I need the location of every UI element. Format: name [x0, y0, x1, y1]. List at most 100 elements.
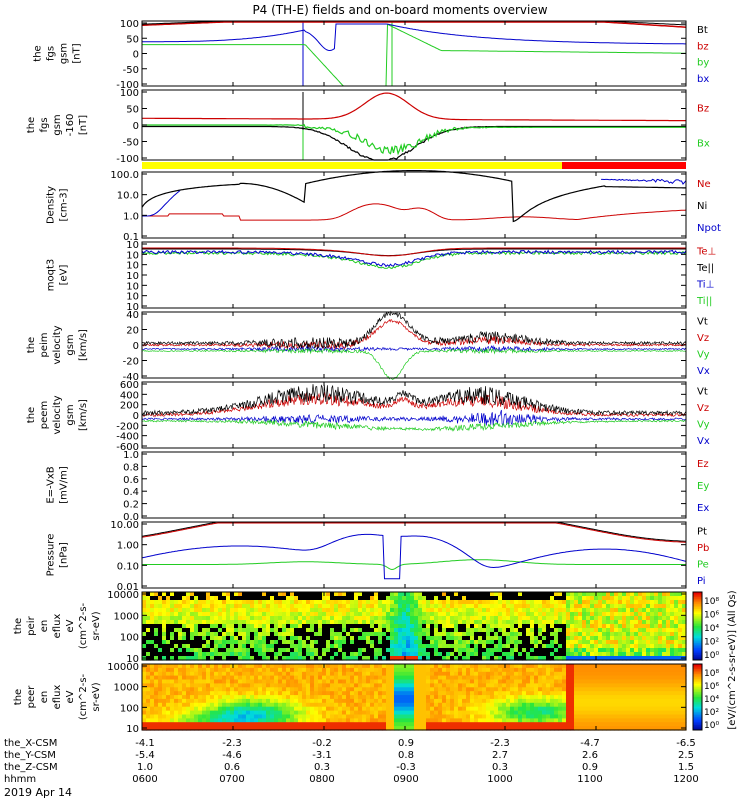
heat-cell: [246, 612, 251, 617]
heat-cell: [230, 726, 235, 731]
heat-cell: [202, 718, 207, 723]
heat-cell: [574, 671, 579, 677]
legend-Ti⊥: Ti⊥: [696, 279, 714, 290]
heat-cell: [674, 667, 679, 673]
heat-cell: [142, 706, 147, 712]
heat-cell: [198, 656, 203, 661]
heat-cell: [454, 664, 459, 669]
heat-cell: [362, 722, 367, 727]
heat-cell: [382, 691, 387, 696]
heat-cell: [462, 624, 467, 629]
heat-cell: [674, 726, 679, 731]
legend-Ti||: Ti||: [696, 296, 712, 307]
heat-cell: [194, 636, 199, 641]
heat-cell: [498, 683, 503, 688]
heat-cell: [614, 695, 619, 700]
heat-cell: [458, 687, 463, 692]
heat-cell: [526, 722, 531, 727]
heat-cell: [178, 714, 183, 719]
colorbar-cell: [693, 609, 702, 612]
heat-cell: [394, 710, 399, 716]
heat-cell: [578, 706, 583, 712]
heat-cell: [286, 632, 291, 637]
heat-cell: [278, 656, 283, 661]
heat-cell: [442, 695, 447, 700]
heat-cell: [566, 726, 571, 731]
heat-cell: [634, 718, 639, 723]
heat-cell: [594, 714, 599, 719]
heat-cell: [498, 695, 503, 700]
heat-cell: [302, 592, 307, 597]
heat-cell: [186, 648, 191, 653]
xtick-time: 1100: [577, 774, 602, 785]
heat-cell: [402, 664, 407, 669]
heat-cell: [654, 722, 659, 727]
heat-cell: [278, 722, 283, 727]
heat-cell: [170, 698, 175, 704]
heat-cell: [662, 683, 667, 688]
heat-cell: [454, 687, 459, 692]
heat-cell: [650, 698, 655, 704]
heat-cell: [202, 695, 207, 700]
heat-cell: [390, 706, 395, 712]
heat-cell: [378, 718, 383, 723]
heat-cell: [566, 675, 571, 681]
heat-cell: [202, 710, 207, 716]
heat-cell: [178, 702, 183, 708]
series-Ti⊥: [141, 249, 687, 268]
ylabel-line: Pressure: [46, 534, 57, 577]
heat-cell: [370, 706, 375, 712]
heat-cell: [394, 616, 399, 621]
heat-cell: [666, 648, 671, 653]
heat-cell: [290, 656, 295, 661]
heat-cell: [582, 679, 587, 684]
heat-cell: [438, 632, 443, 637]
heat-cell: [242, 722, 247, 727]
heat-cell: [498, 632, 503, 637]
heat-cell: [346, 664, 351, 669]
heat-cell: [414, 706, 419, 712]
heat-cell: [378, 675, 383, 681]
heat-cell: [398, 687, 403, 692]
heat-cell: [222, 628, 227, 633]
heat-cell: [262, 592, 267, 597]
ylabel-line: peem: [39, 401, 50, 429]
heat-cell: [606, 644, 611, 649]
heat-cell: [502, 691, 507, 696]
heat-cell: [258, 592, 263, 597]
heat-cell: [338, 608, 343, 613]
heat-cell: [150, 698, 155, 704]
heat-cell: [158, 710, 163, 716]
heat-cell: [366, 698, 371, 704]
heat-cell: [442, 600, 447, 605]
heat-cell: [386, 656, 391, 661]
heat-cell: [526, 648, 531, 653]
heat-cell: [278, 592, 283, 597]
heat-cell: [334, 632, 339, 637]
heat-cell: [182, 718, 187, 723]
legend-Ez: Ez: [697, 459, 709, 470]
heat-cell: [206, 616, 211, 621]
heat-cell: [606, 698, 611, 704]
heat-cell: [346, 628, 351, 633]
heat-cell: [602, 664, 607, 669]
heat-cell: [546, 624, 551, 629]
heat-cell: [658, 664, 663, 669]
heat-cell: [154, 714, 159, 719]
heat-cell: [666, 726, 671, 731]
heat-cell: [578, 691, 583, 696]
heat-cell: [318, 714, 323, 719]
heat-cell: [246, 632, 251, 637]
heat-cell: [282, 706, 287, 712]
heat-cell: [258, 604, 263, 609]
heat-cell: [462, 644, 467, 649]
heat-cell: [194, 714, 199, 719]
heat-cell: [426, 664, 431, 669]
heat-cell: [238, 675, 243, 681]
heat-cell: [154, 706, 159, 712]
heat-cell: [494, 592, 499, 597]
heat-cell: [598, 592, 603, 597]
heat-cell: [670, 592, 675, 597]
heat-cell: [202, 698, 207, 704]
heat-cell: [406, 726, 411, 731]
